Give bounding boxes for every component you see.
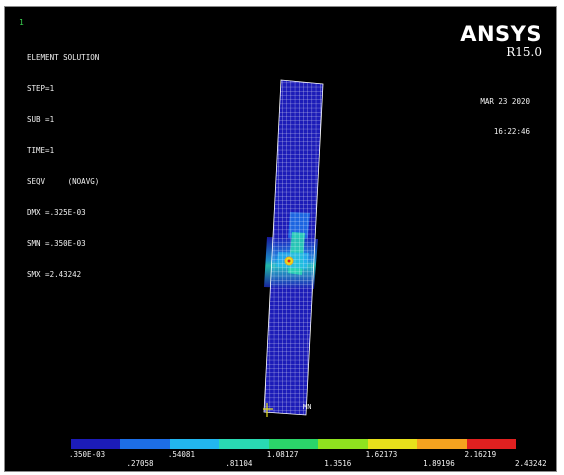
min-node-marker: MN	[263, 403, 311, 417]
legend-color-3	[219, 439, 269, 449]
info-step: STEP=1	[27, 84, 55, 93]
legend-color-4	[268, 439, 319, 449]
min-node-label: MN	[303, 403, 311, 411]
legend-label-bottom-3: 1.89196	[423, 459, 455, 468]
legend-color-6	[367, 439, 418, 449]
plot-info-panel: ELEMENT SOLUTION STEP=1 SUB =1 TIME=1 SE…	[27, 33, 99, 301]
max-stress-marker	[284, 256, 294, 266]
legend-color-8	[466, 439, 516, 449]
info-smn: SMN =.350E-03	[27, 239, 86, 248]
legend-label-bottom-2: 1.3516	[324, 459, 352, 468]
legend-label-top-1: .54081	[167, 450, 195, 459]
legend-label-bottom-4: 2.43242	[515, 459, 547, 468]
legend-label-top-0: .350E-03	[69, 450, 106, 459]
plot-date: MAR 23 2020	[480, 97, 530, 106]
legend-label-bottom-1: .81104	[225, 459, 253, 468]
ansys-logo: ANSYS R15.0	[460, 23, 542, 59]
info-dmx: DMX =.325E-03	[27, 208, 86, 217]
legend-color-2	[169, 439, 220, 449]
plot-time: 16:22:46	[493, 127, 530, 136]
legend-label-bottom-0: .27058	[126, 459, 154, 468]
legend-color-7	[417, 439, 467, 449]
legend-color-0	[71, 439, 121, 449]
info-smx: SMX =2.43242	[27, 270, 82, 279]
graphics-viewport[interactable]: 1 ELEMENT SOLUTION STEP=1 SUB =1 TIME=1 …	[4, 6, 557, 472]
legend-label-top-3: 1.62173	[365, 450, 398, 459]
legend-color-1	[120, 439, 170, 449]
timestamp: MAR 23 2020 16:22:46	[480, 77, 530, 157]
contour-model[interactable]: MN	[5, 7, 556, 471]
brand-name: ANSYS	[460, 22, 542, 46]
info-result: SEQV (NOAVG)	[27, 177, 100, 186]
legend-label-top-4: 2.16219	[464, 450, 497, 459]
brand-release: R15.0	[506, 45, 542, 59]
info-substep: SUB =1	[27, 115, 55, 124]
beam-body	[263, 79, 324, 416]
window-number: 1	[19, 18, 24, 27]
legend-color-5	[318, 439, 368, 449]
plot-title: ELEMENT SOLUTION	[27, 53, 100, 62]
info-time: TIME=1	[27, 146, 55, 155]
contour-legend-bar	[71, 439, 516, 449]
legend-label-top-2: 1.08127	[266, 450, 299, 459]
